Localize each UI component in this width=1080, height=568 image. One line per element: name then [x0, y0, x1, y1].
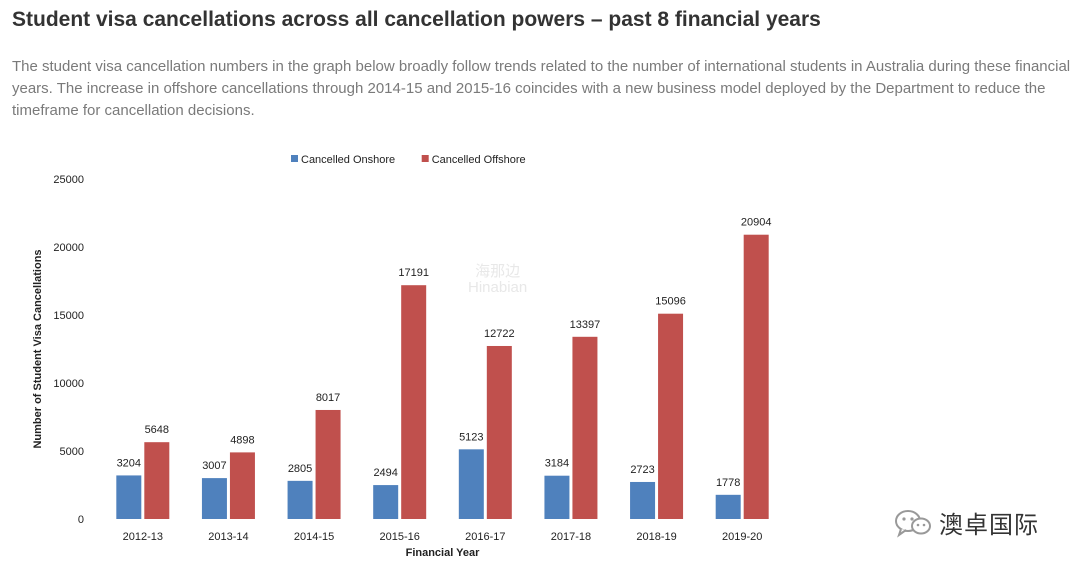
x-tick-label: 2017-18 — [551, 531, 591, 543]
y-tick-label: 25000 — [53, 174, 84, 186]
y-tick-label: 0 — [78, 514, 84, 526]
legend-swatch — [421, 155, 429, 162]
bar-onshore — [458, 449, 484, 519]
y-tick-label: 10000 — [53, 378, 84, 390]
y-axis-title: Number of Student Visa Cancellations — [32, 249, 44, 448]
legend-label: Cancelled Onshore — [301, 154, 395, 166]
x-tick-label: 2014-15 — [294, 531, 334, 543]
bar-value-label: 20904 — [741, 217, 772, 229]
watermark-line-1: 海那边 — [475, 263, 521, 280]
bar-value-label: 12722 — [484, 328, 515, 340]
y-tick-label: 20000 — [53, 242, 84, 254]
bar-onshore — [287, 480, 313, 519]
bar-value-label: 13397 — [570, 319, 601, 331]
x-tick-label: 2015-16 — [380, 531, 420, 543]
bar-offshore — [743, 234, 769, 519]
bar-onshore — [544, 475, 570, 519]
bar-offshore — [315, 409, 341, 519]
watermark: 海那边 Hinabian — [468, 264, 527, 296]
legend-label: Cancelled Offshore — [432, 154, 526, 166]
bar-value-label: 5123 — [459, 431, 483, 443]
bar-onshore — [116, 475, 142, 519]
bar-value-label: 3184 — [545, 458, 569, 470]
bar-value-label: 15096 — [655, 296, 686, 308]
bar-value-label: 2805 — [288, 463, 312, 475]
bar-offshore — [401, 285, 427, 519]
bar-onshore — [373, 485, 399, 519]
bar-onshore — [630, 481, 656, 519]
x-tick-label: 2018-19 — [636, 531, 676, 543]
bar-value-label: 5648 — [145, 424, 169, 436]
bar-offshore — [658, 313, 684, 519]
bar-onshore — [201, 478, 227, 519]
bar-offshore — [486, 345, 512, 519]
bar-value-label: 3007 — [202, 460, 226, 472]
bar-value-label: 8017 — [316, 392, 340, 404]
wechat-icon — [895, 509, 931, 538]
bar-offshore — [229, 452, 255, 519]
bar-onshore — [715, 494, 741, 519]
bar-value-label: 2723 — [630, 464, 654, 476]
bar-offshore — [144, 442, 170, 519]
brand-badge: 澳卓国际 — [893, 505, 1039, 540]
bar-offshore — [572, 336, 598, 519]
brand-name: 澳卓国际 — [939, 512, 1039, 539]
page-title: Student visa cancellations across all ca… — [12, 8, 821, 31]
bar-value-label: 17191 — [398, 267, 429, 279]
y-tick-label: 5000 — [60, 446, 84, 458]
x-axis-title: Financial Year — [406, 547, 481, 559]
bar-value-label: 3204 — [117, 457, 141, 469]
y-tick-label: 15000 — [53, 310, 84, 322]
x-tick-label: 2012-13 — [123, 531, 163, 543]
x-tick-label: 2019-20 — [722, 531, 762, 543]
bar-value-label: 2494 — [373, 467, 397, 479]
bar-value-label: 1778 — [716, 477, 740, 489]
x-tick-label: 2016-17 — [465, 531, 505, 543]
bar-value-label: 4898 — [230, 434, 254, 446]
legend-swatch — [291, 155, 298, 162]
x-tick-label: 2013-14 — [208, 531, 248, 543]
watermark-line-2: Hinabian — [468, 279, 528, 296]
page-description: The student visa cancellation numbers in… — [12, 58, 1071, 119]
